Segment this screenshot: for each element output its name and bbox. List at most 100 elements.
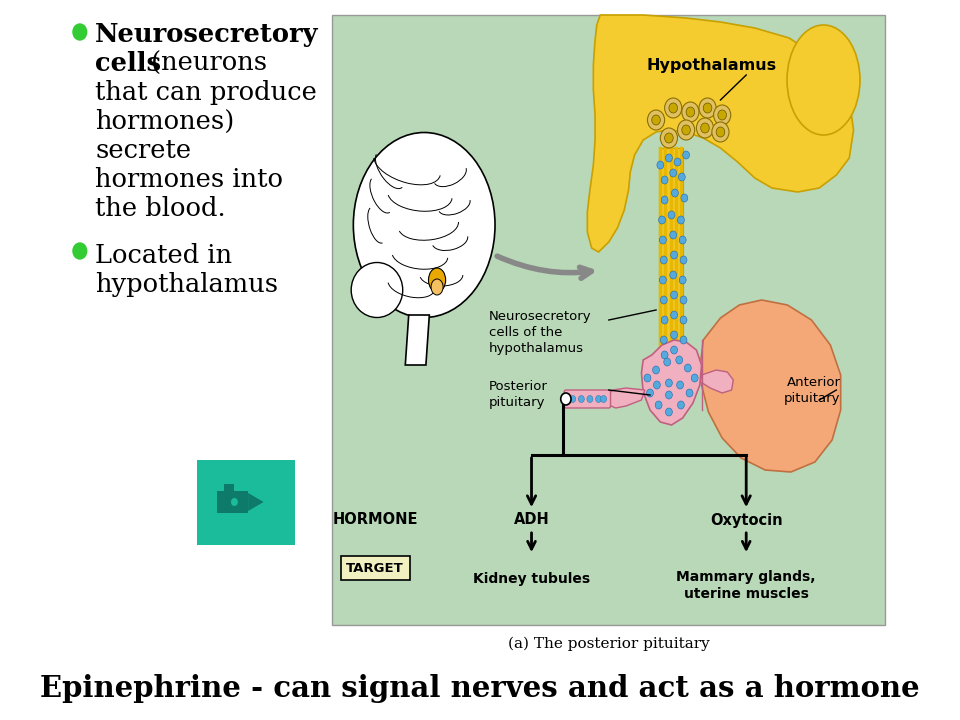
Circle shape [699,98,716,118]
Circle shape [661,316,668,324]
Circle shape [670,231,677,239]
Bar [217,491,248,513]
Bar [332,15,885,625]
Circle shape [647,389,654,397]
Circle shape [691,374,698,382]
Circle shape [682,102,699,122]
Bar [341,556,410,580]
Text: secrete: secrete [95,138,191,163]
Circle shape [680,256,687,264]
Text: hormones): hormones) [95,109,234,134]
Circle shape [681,194,687,202]
Circle shape [696,118,713,138]
Text: ADH: ADH [514,513,549,528]
Circle shape [684,364,691,372]
Circle shape [668,211,675,219]
Circle shape [665,379,672,387]
Text: Epinephrine - can signal nerves and act as a hormone: Epinephrine - can signal nerves and act … [40,674,920,703]
Text: Kidney tubules: Kidney tubules [473,572,590,586]
Circle shape [678,120,695,140]
Circle shape [660,128,678,148]
Circle shape [670,169,677,177]
Text: Oxytocin: Oxytocin [709,513,782,528]
Circle shape [644,374,651,382]
Circle shape [665,408,672,416]
Circle shape [678,401,684,409]
Circle shape [561,393,571,405]
Circle shape [712,122,729,142]
Circle shape [228,494,241,510]
Circle shape [663,358,671,366]
Text: Located in: Located in [95,243,232,268]
Circle shape [231,498,238,506]
Circle shape [678,216,684,224]
Text: Mammary glands,
uterine muscles: Mammary glands, uterine muscles [677,570,816,601]
Circle shape [679,173,685,181]
Circle shape [601,395,607,402]
Circle shape [704,103,712,113]
Circle shape [655,401,662,409]
Text: (a) The posterior pituitary: (a) The posterior pituitary [508,637,709,652]
Circle shape [652,115,660,125]
Text: cells: cells [95,51,161,76]
Bar [224,484,234,492]
Circle shape [671,331,678,339]
Circle shape [716,127,725,137]
Circle shape [718,110,727,120]
Circle shape [660,296,667,304]
Text: Hypothalamus: Hypothalamus [647,58,777,73]
Text: the blood.: the blood. [95,196,226,221]
Text: Neurosecretory: Neurosecretory [95,22,319,47]
Ellipse shape [787,25,860,135]
Text: hormones into: hormones into [95,167,283,192]
Circle shape [671,251,678,259]
Polygon shape [701,300,841,472]
Circle shape [682,125,690,135]
Text: HORMONE: HORMONE [332,513,418,528]
Circle shape [671,291,678,299]
Text: Neurosecretory
cells of the
hypothalamus: Neurosecretory cells of the hypothalamus [489,310,591,355]
Circle shape [671,346,678,354]
Circle shape [671,189,679,197]
Polygon shape [701,370,733,393]
Circle shape [659,216,665,224]
Circle shape [677,381,684,389]
Polygon shape [248,493,264,511]
Circle shape [664,133,673,143]
Text: (neurons: (neurons [142,51,267,76]
Circle shape [657,161,663,169]
Circle shape [73,243,86,259]
Circle shape [647,110,664,130]
Polygon shape [588,15,853,252]
Circle shape [661,176,668,184]
Circle shape [680,276,686,284]
Bar [197,460,296,545]
Circle shape [665,391,672,399]
Circle shape [665,154,672,162]
Polygon shape [405,315,429,365]
Circle shape [660,336,667,344]
Text: TARGET: TARGET [347,562,404,575]
Circle shape [669,103,678,113]
Circle shape [660,276,666,284]
Circle shape [701,123,709,133]
Circle shape [569,395,576,402]
Polygon shape [641,340,702,425]
Circle shape [660,256,667,264]
Circle shape [654,381,660,389]
Circle shape [578,395,585,402]
Circle shape [686,107,695,117]
Text: that can produce: that can produce [95,80,317,105]
Circle shape [73,24,86,40]
Circle shape [680,296,687,304]
Circle shape [713,105,731,125]
Circle shape [664,98,682,118]
Circle shape [676,356,683,364]
Ellipse shape [431,279,444,295]
Circle shape [587,395,593,402]
Text: Posterior
pituitary: Posterior pituitary [489,380,547,409]
Polygon shape [607,388,645,408]
Circle shape [686,389,693,397]
Circle shape [653,366,660,374]
Ellipse shape [351,263,402,318]
